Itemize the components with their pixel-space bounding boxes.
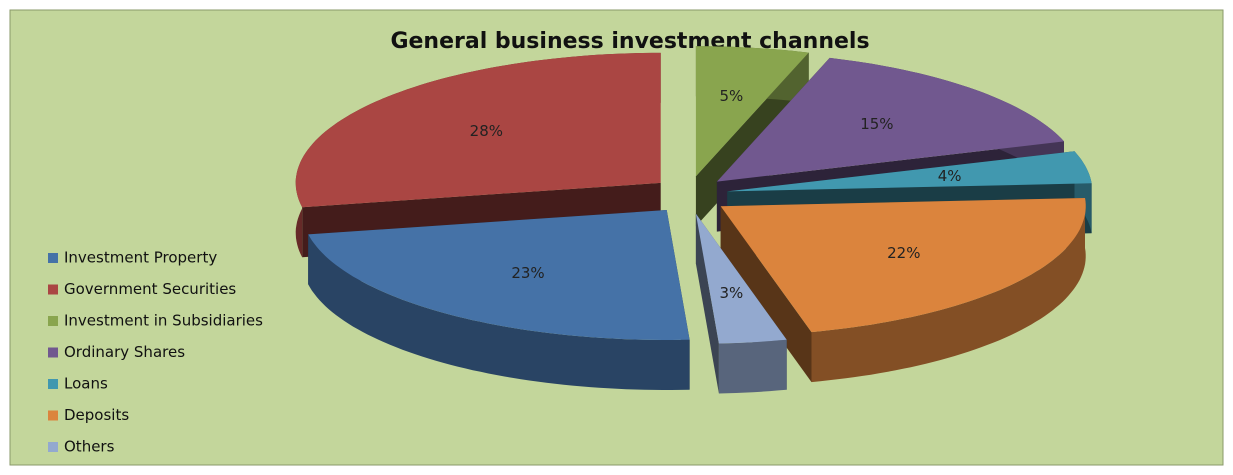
data-label: 22% bbox=[887, 244, 920, 262]
data-label: 15% bbox=[860, 115, 893, 133]
slice-top bbox=[716, 57, 1064, 182]
legend-label: Deposits bbox=[64, 406, 129, 424]
slice-side bbox=[718, 339, 787, 394]
slice-top bbox=[695, 213, 787, 344]
slice-top bbox=[727, 151, 1092, 192]
legend-swatch bbox=[48, 379, 58, 389]
data-label: 3% bbox=[719, 284, 743, 302]
pie-slice bbox=[308, 210, 690, 390]
legend-swatch bbox=[48, 442, 58, 452]
data-label: 23% bbox=[511, 264, 544, 282]
legend-swatch bbox=[48, 410, 58, 421]
chart-title: General business investment channels bbox=[390, 29, 869, 54]
legend-label: Ordinary Shares bbox=[64, 343, 185, 361]
legend-label: Government Securities bbox=[64, 280, 236, 298]
slice-side bbox=[308, 234, 690, 390]
slice-wall bbox=[720, 206, 812, 383]
slice-wall bbox=[695, 213, 719, 394]
slice-top bbox=[720, 198, 1086, 333]
legend-swatch bbox=[48, 284, 58, 295]
legend-swatch bbox=[48, 316, 58, 326]
legend-swatch bbox=[48, 253, 58, 263]
legend-label: Loans bbox=[64, 375, 108, 393]
pie-slice bbox=[695, 213, 787, 394]
data-label: 4% bbox=[938, 167, 962, 185]
slice-top bbox=[308, 210, 690, 340]
legend-label: Investment in Subsidiaries bbox=[64, 312, 263, 330]
legend-swatch bbox=[48, 347, 58, 358]
slice-side bbox=[811, 198, 1086, 383]
data-label: 28% bbox=[470, 122, 503, 140]
data-label: 5% bbox=[719, 87, 743, 105]
pie-slice bbox=[720, 198, 1086, 383]
legend-label: Investment Property bbox=[64, 249, 217, 267]
legend-label: Others bbox=[64, 438, 115, 456]
slice-top bbox=[695, 46, 809, 177]
slice-top bbox=[295, 52, 661, 208]
